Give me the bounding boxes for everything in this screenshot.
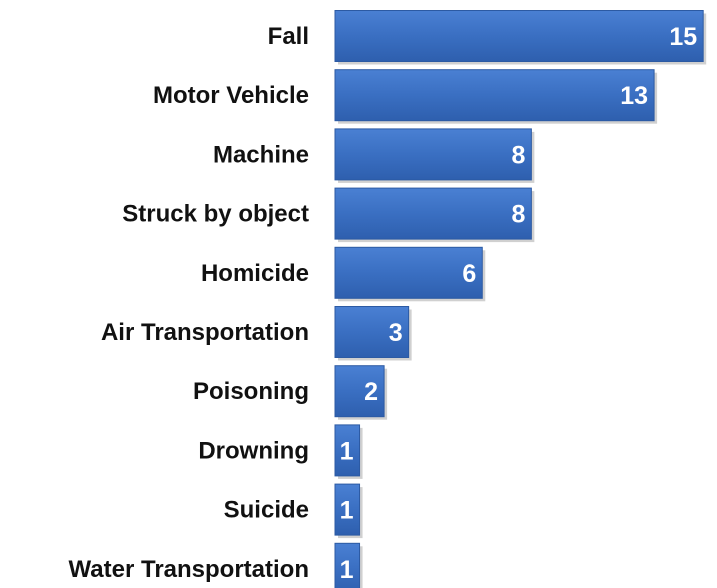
category-label: Water Transportation bbox=[69, 556, 309, 583]
bar-value-label: 8 bbox=[511, 201, 525, 229]
bar bbox=[334, 246, 483, 299]
bar-value-label: 2 bbox=[364, 378, 378, 406]
bar bbox=[334, 128, 532, 181]
bar-value-label: 15 bbox=[669, 23, 697, 51]
bar-value-label: 3 bbox=[389, 319, 403, 347]
bar bbox=[334, 187, 532, 240]
bar bbox=[334, 542, 361, 588]
category-label: Homicide bbox=[201, 260, 309, 287]
bar bbox=[334, 483, 361, 536]
bar-value-label: 8 bbox=[511, 141, 525, 169]
bar-value-label: 1 bbox=[340, 437, 354, 465]
bar-value-label: 6 bbox=[462, 260, 476, 288]
bar bbox=[334, 365, 385, 418]
category-label: Fall bbox=[268, 23, 309, 50]
bar bbox=[334, 10, 704, 62]
category-label: Motor Vehicle bbox=[153, 82, 309, 109]
bar bbox=[334, 424, 361, 477]
bar-value-label: 13 bbox=[620, 82, 648, 110]
bar bbox=[334, 306, 410, 358]
category-label: Air Transportation bbox=[101, 319, 309, 346]
bars bbox=[334, 10, 704, 588]
bar bbox=[334, 69, 655, 122]
category-label: Struck by object bbox=[122, 201, 309, 228]
category-label: Suicide bbox=[224, 497, 309, 524]
value-labels: 15 13 8 8 6 3 2 1 1 1 bbox=[340, 23, 698, 584]
bar-value-label: 1 bbox=[340, 556, 354, 584]
category-labels: Fall Motor Vehicle Machine Struck by object… bbox=[69, 23, 309, 583]
bar-value-label: 1 bbox=[340, 497, 354, 525]
category-label: Poisoning bbox=[193, 378, 309, 405]
category-label: Machine bbox=[213, 141, 309, 168]
category-label: Drowning bbox=[198, 437, 309, 464]
